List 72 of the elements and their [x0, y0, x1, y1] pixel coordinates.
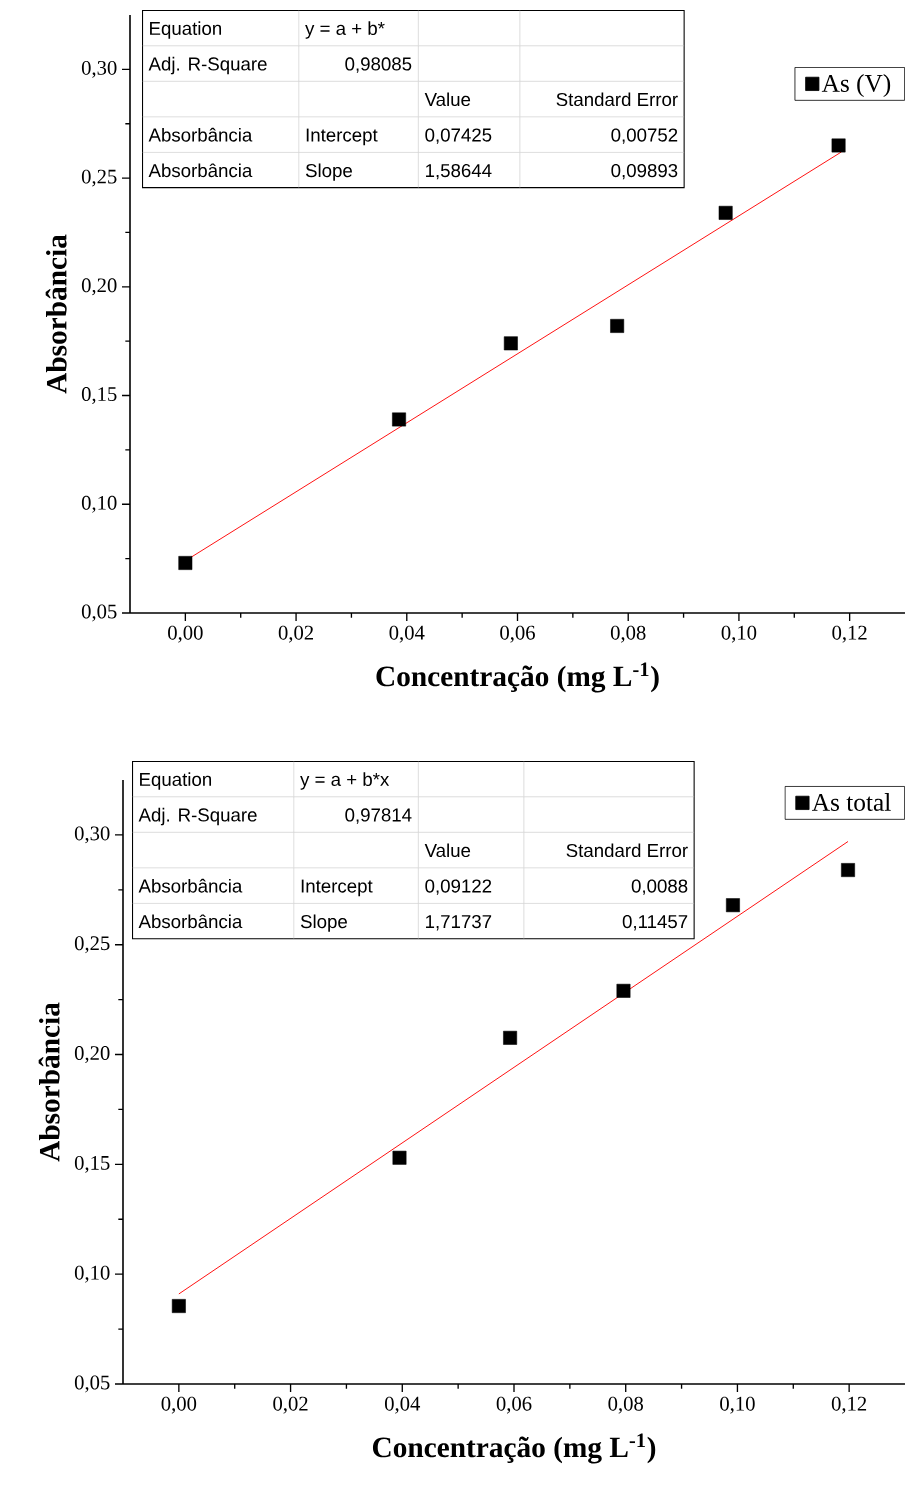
point	[171, 1299, 186, 1313]
point	[610, 319, 625, 333]
x-tick-label: 0,10	[720, 1396, 755, 1414]
y-tick-label: 0,30	[81, 60, 117, 78]
x-tick-label: 0,06	[500, 625, 535, 643]
y-tick-label: 0,15	[81, 387, 117, 404]
x-tick-label: 0,04	[389, 625, 425, 643]
y-tick-label: 0,10	[81, 495, 117, 513]
annotation: 1,58644	[426, 163, 492, 180]
point	[392, 1150, 407, 1165]
annotation: Value	[424, 843, 471, 858]
annotation: 0,07425	[425, 128, 492, 144]
annotation: Value	[424, 92, 471, 107]
annotation: Standard Error	[566, 843, 688, 858]
y-tick-label: 0,25	[74, 936, 110, 954]
x-tick-label: 0,02	[273, 1396, 308, 1414]
point	[616, 983, 631, 998]
point	[503, 336, 518, 351]
x-tick-label: 0,08	[610, 625, 646, 643]
legend-label: As (V)	[821, 74, 891, 98]
annotation: Standard Error	[556, 92, 678, 107]
x-tick-label: 0,10	[721, 625, 757, 643]
x-tick-label: 0,02	[278, 625, 313, 643]
y-tick-label: 0,15	[74, 1155, 110, 1173]
annotation: 0,97814	[345, 808, 412, 824]
annotation: 0,98085	[345, 57, 412, 73]
annotation: Adj. R-Square	[138, 807, 257, 826]
annotation: 0,09893	[611, 163, 678, 180]
x-tick-label: 0,04	[385, 1396, 421, 1414]
x-tick-label: 0,08	[608, 1396, 643, 1414]
legend-label: As total	[812, 793, 891, 811]
y-axis-title: Absorbância	[38, 1002, 60, 1162]
x-axis-title: Concentração (mg L$^{-1}$)	[376, 662, 659, 693]
y-axis-title: Absorbância	[45, 234, 67, 394]
annotation: Equation	[140, 772, 212, 790]
x-tick-label: 0,06	[496, 1396, 532, 1414]
y-tick-label: 0,10	[74, 1265, 110, 1283]
annotation: Equation	[150, 21, 222, 39]
annotation: Intercept	[306, 128, 378, 146]
annotation: Absorbância	[148, 163, 253, 178]
annotation: 0,00752	[611, 128, 678, 144]
annotation: y = a + b*x	[300, 772, 390, 790]
annotation: 0,0088	[631, 879, 688, 895]
annotation: Slope	[300, 914, 347, 932]
x-axis-title: Concentração (mg L$^{-1}$)	[372, 1433, 656, 1464]
y-tick-label: 0,30	[74, 826, 110, 844]
y-tick-label: 0,20	[74, 1046, 110, 1063]
annotation: Intercept	[301, 879, 373, 897]
annotation: 0,09122	[425, 879, 492, 895]
annotation: 0,11457	[622, 914, 688, 931]
annotation: 1,71737	[426, 914, 492, 931]
y-tick-label: 0,05	[74, 1375, 110, 1393]
point	[718, 205, 733, 220]
point	[841, 863, 855, 877]
point	[503, 1030, 518, 1045]
x-tick-label: 0,00	[168, 625, 203, 643]
annotation: Slope	[305, 163, 352, 181]
point	[178, 556, 193, 570]
annotation: Absorbância	[138, 878, 243, 893]
point	[726, 898, 740, 913]
point	[831, 138, 846, 153]
point	[392, 412, 406, 427]
y-tick-label: 0,25	[81, 169, 117, 187]
annotation: Absorbância	[148, 127, 253, 142]
annotation: Absorbância	[138, 914, 243, 929]
y-tick-label: 0,20	[81, 278, 117, 296]
x-tick-label: 0,00	[161, 1396, 197, 1414]
y-tick-label: 0,05	[81, 604, 117, 622]
annotation: Adj. R-Square	[148, 56, 267, 75]
annotation: y = a + b*	[305, 21, 385, 39]
x-tick-label: 0,12	[832, 625, 867, 643]
x-tick-label: 0,12	[831, 1396, 867, 1414]
